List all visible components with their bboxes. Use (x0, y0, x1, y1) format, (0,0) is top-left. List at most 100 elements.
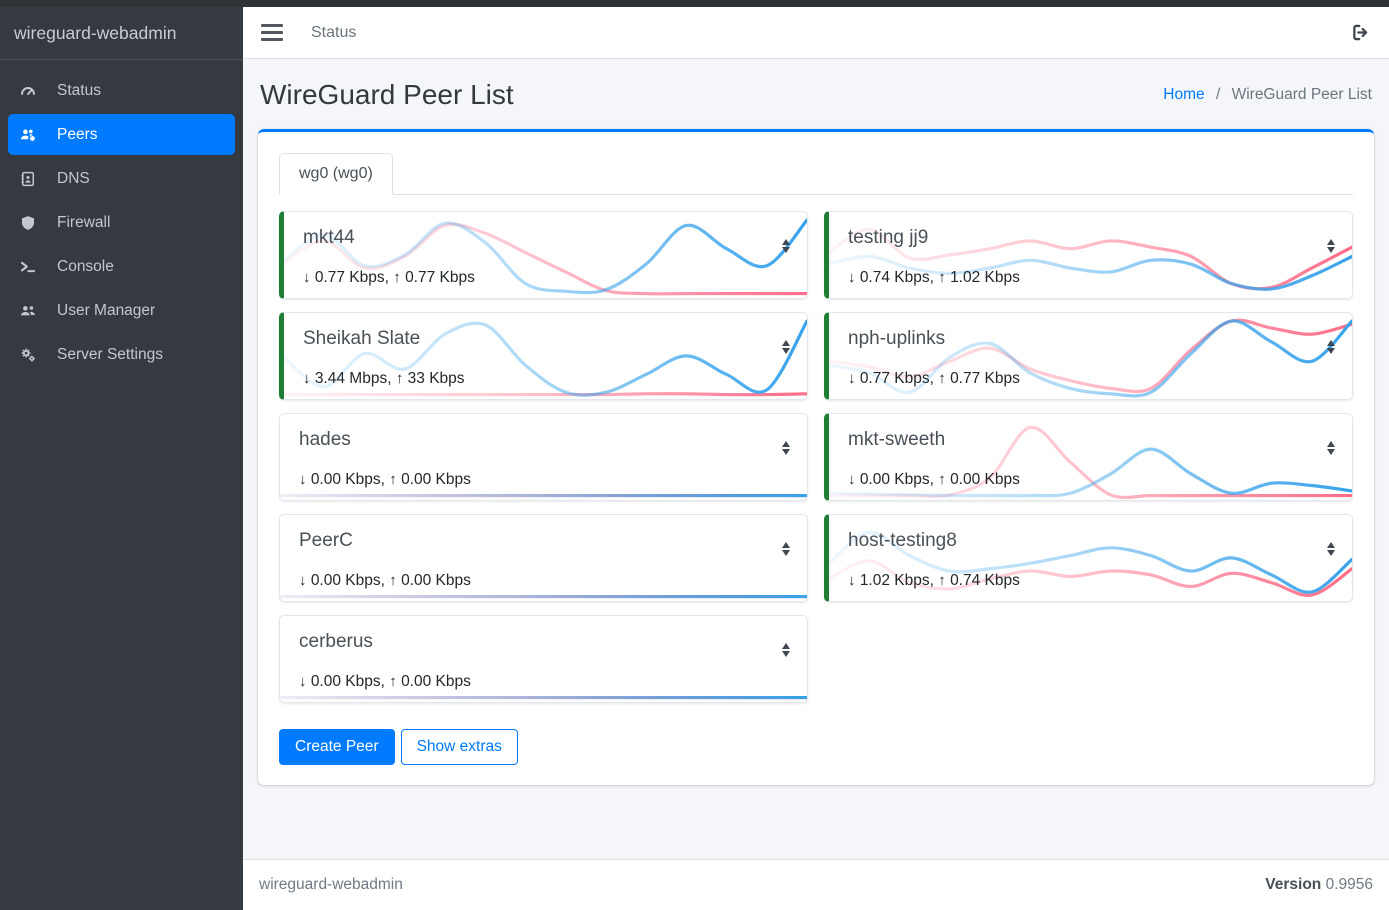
peer-name: nph-uplinks (848, 328, 946, 349)
traffic-sparkline (280, 515, 807, 601)
rate-separator: , (387, 370, 396, 387)
sidebar-item-peers[interactable]: Peers (8, 114, 235, 155)
sort-icon[interactable] (1327, 239, 1335, 253)
gauge-icon (19, 82, 48, 100)
sidebar-nav: Status Peers DNS Firewall (0, 60, 243, 388)
peer-throughput: ↓ 0.00 Kbps, ↑ 0.00 Kbps (848, 471, 1020, 489)
menu-toggle-icon[interactable] (261, 24, 283, 41)
upload-rate: 0.77 Kbps (950, 370, 1020, 387)
arrow-up-icon: ↑ (389, 471, 397, 488)
arrow-down-icon: ↓ (848, 370, 856, 387)
arrow-up-icon: ↑ (938, 370, 946, 387)
peer-card-nph-uplinks[interactable]: nph-uplinks ↓ 0.77 Kbps, ↑ 0.77 Kbps (824, 312, 1353, 400)
footer-brand: wireguard-webadmin (259, 876, 403, 893)
brand-link[interactable]: wireguard-webadmin (0, 7, 243, 60)
traffic-sparkline (284, 212, 807, 298)
arrow-down-icon: ↓ (299, 673, 307, 690)
upload-rate: 0.00 Kbps (401, 471, 471, 488)
sort-icon[interactable] (782, 340, 790, 354)
peer-name: Sheikah Slate (303, 328, 421, 349)
upload-rate: 0.77 Kbps (405, 269, 475, 286)
peer-name: mkt-sweeth (848, 429, 946, 450)
users-gear-icon (19, 126, 48, 144)
footer: wireguard-webadmin Version 0.9956 (243, 859, 1389, 910)
sidebar-item-server-settings[interactable]: Server Settings (8, 334, 235, 375)
arrow-up-icon: ↑ (389, 572, 397, 589)
download-rate: 0.77 Kbps (859, 370, 930, 387)
terminal-icon (19, 258, 48, 276)
sign-out-icon[interactable] (1350, 22, 1371, 43)
sort-icon[interactable] (782, 239, 790, 253)
peer-throughput: ↓ 3.44 Mbps, ↑ 33 Kbps (303, 370, 465, 388)
peer-card-mkt44[interactable]: mkt44 ↓ 0.77 Kbps, ↑ 0.77 Kbps (279, 211, 808, 299)
footer-version: Version 0.9956 (1265, 876, 1373, 894)
download-rate: 0.00 Kbps (310, 471, 381, 488)
sidebar-item-label: Console (57, 257, 114, 275)
sidebar-item-status[interactable]: Status (8, 70, 235, 111)
interface-tabs: wg0 (wg0) (279, 153, 1353, 195)
sidebar-item-label: Peers (57, 125, 98, 143)
shield-icon (19, 214, 48, 232)
traffic-sparkline (280, 616, 807, 702)
breadcrumb-home-link[interactable]: Home (1163, 86, 1205, 103)
upload-rate: 1.02 Kbps (950, 269, 1020, 286)
upload-rate: 0.00 Kbps (401, 673, 471, 690)
users-icon (19, 302, 48, 320)
traffic-sparkline (829, 212, 1352, 298)
peer-card-testing-jj9[interactable]: testing jj9 ↓ 0.74 Kbps, ↑ 1.02 Kbps (824, 211, 1353, 299)
main-area: Status WireGuard Peer List Home / WireGu… (243, 0, 1389, 910)
show-extras-button[interactable]: Show extras (400, 729, 518, 765)
peer-column-right: testing jj9 ↓ 0.74 Kbps, ↑ 1.02 Kbps (824, 211, 1353, 716)
arrow-down-icon: ↓ (848, 269, 856, 286)
sort-icon[interactable] (782, 542, 790, 556)
rate-separator: , (929, 370, 939, 387)
upload-rate: 0.00 Kbps (401, 572, 471, 589)
rate-separator: , (380, 572, 390, 589)
peer-card-mkt-sweeth[interactable]: mkt-sweeth ↓ 0.00 Kbps, ↑ 0.00 Kbps (824, 413, 1353, 501)
sidebar-item-dns[interactable]: DNS (8, 158, 235, 199)
sort-icon[interactable] (1327, 441, 1335, 455)
arrow-down-icon: ↓ (848, 572, 856, 589)
download-rate: 0.00 Kbps (310, 673, 381, 690)
navbar-status-link[interactable]: Status (311, 23, 357, 41)
version-label: Version (1265, 876, 1322, 893)
arrow-up-icon: ↑ (938, 572, 946, 589)
peer-card-hades[interactable]: hades ↓ 0.00 Kbps, ↑ 0.00 Kbps (279, 413, 808, 501)
sidebar-item-label: Server Settings (57, 345, 163, 363)
peer-name: cerberus (299, 631, 373, 652)
breadcrumb-current: WireGuard Peer List (1231, 86, 1372, 103)
download-rate: 0.74 Kbps (859, 269, 930, 286)
download-rate: 3.44 Mbps (314, 370, 388, 387)
arrow-down-icon: ↓ (303, 269, 311, 286)
sidebar-item-console[interactable]: Console (8, 246, 235, 287)
arrow-down-icon: ↓ (299, 471, 307, 488)
arrow-up-icon: ↑ (393, 269, 401, 286)
arrow-down-icon: ↓ (303, 370, 311, 387)
peer-name: host-testing8 (848, 530, 957, 551)
tab-wg0[interactable]: wg0 (wg0) (279, 153, 393, 195)
sidebar-item-firewall[interactable]: Firewall (8, 202, 235, 243)
rate-separator: , (929, 572, 939, 589)
arrow-down-icon: ↓ (299, 572, 307, 589)
peer-card-sheikah-slate[interactable]: Sheikah Slate ↓ 3.44 Mbps, ↑ 33 Kbps (279, 312, 808, 400)
sort-icon[interactable] (782, 643, 790, 657)
content: WireGuard Peer List Home / WireGuard Pee… (243, 59, 1389, 859)
create-peer-button[interactable]: Create Peer (279, 729, 395, 765)
sort-icon[interactable] (782, 441, 790, 455)
sort-icon[interactable] (1327, 340, 1335, 354)
sidebar-item-label: User Manager (57, 301, 156, 319)
peer-card-peerc[interactable]: PeerC ↓ 0.00 Kbps, ↑ 0.00 Kbps (279, 514, 808, 602)
download-rate: 0.00 Kbps (310, 572, 381, 589)
version-value: 0.9956 (1325, 876, 1373, 893)
rate-separator: , (384, 269, 394, 286)
rate-separator: , (929, 269, 939, 286)
sort-icon[interactable] (1327, 542, 1335, 556)
peer-card-host-testing8[interactable]: host-testing8 ↓ 1.02 Kbps, ↑ 0.74 Kbps (824, 514, 1353, 602)
peer-throughput: ↓ 0.77 Kbps, ↑ 0.77 Kbps (848, 370, 1020, 388)
peer-throughput: ↓ 0.00 Kbps, ↑ 0.00 Kbps (299, 572, 471, 590)
sidebar-item-user-manager[interactable]: User Manager (8, 290, 235, 331)
sidebar-item-label: Firewall (57, 213, 111, 231)
peer-card-cerberus[interactable]: cerberus ↓ 0.00 Kbps, ↑ 0.00 Kbps (279, 615, 808, 703)
rate-separator: , (380, 673, 390, 690)
